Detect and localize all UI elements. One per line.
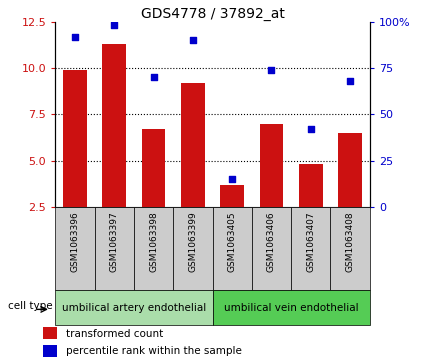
Bar: [299, 164, 323, 207]
Text: umbilical artery endothelial: umbilical artery endothelial: [62, 303, 206, 313]
Point: [229, 176, 235, 182]
Text: GSM1063407: GSM1063407: [306, 211, 315, 272]
Bar: [220, 185, 244, 207]
Bar: [173, 207, 212, 290]
Point: [111, 23, 118, 28]
Bar: [42, 344, 57, 356]
Point: [150, 74, 157, 80]
Text: umbilical vein endothelial: umbilical vein endothelial: [224, 303, 358, 313]
Bar: [212, 207, 252, 290]
Text: cell type: cell type: [8, 301, 53, 311]
Text: GSM1063408: GSM1063408: [346, 211, 354, 272]
Bar: [331, 207, 370, 290]
Point: [307, 126, 314, 132]
Bar: [291, 207, 331, 290]
Bar: [212, 290, 370, 325]
Point: [347, 78, 354, 84]
Bar: [142, 129, 165, 207]
Bar: [260, 123, 283, 207]
Text: GSM1063406: GSM1063406: [267, 211, 276, 272]
Point: [190, 37, 196, 43]
Bar: [252, 207, 291, 290]
Text: GSM1063399: GSM1063399: [188, 211, 197, 272]
Bar: [55, 290, 212, 325]
Bar: [63, 70, 87, 207]
Text: transformed count: transformed count: [66, 329, 163, 339]
Point: [71, 34, 78, 40]
Text: GSM1063398: GSM1063398: [149, 211, 158, 272]
Bar: [55, 207, 94, 290]
Bar: [338, 133, 362, 207]
Text: GSM1063405: GSM1063405: [228, 211, 237, 272]
Text: percentile rank within the sample: percentile rank within the sample: [66, 346, 242, 356]
Text: GSM1063397: GSM1063397: [110, 211, 119, 272]
Text: GSM1063396: GSM1063396: [71, 211, 79, 272]
Bar: [134, 207, 173, 290]
Bar: [94, 207, 134, 290]
Point: [268, 67, 275, 73]
Title: GDS4778 / 37892_at: GDS4778 / 37892_at: [141, 7, 284, 21]
Bar: [102, 44, 126, 207]
Bar: [181, 83, 204, 207]
Bar: [42, 327, 57, 339]
